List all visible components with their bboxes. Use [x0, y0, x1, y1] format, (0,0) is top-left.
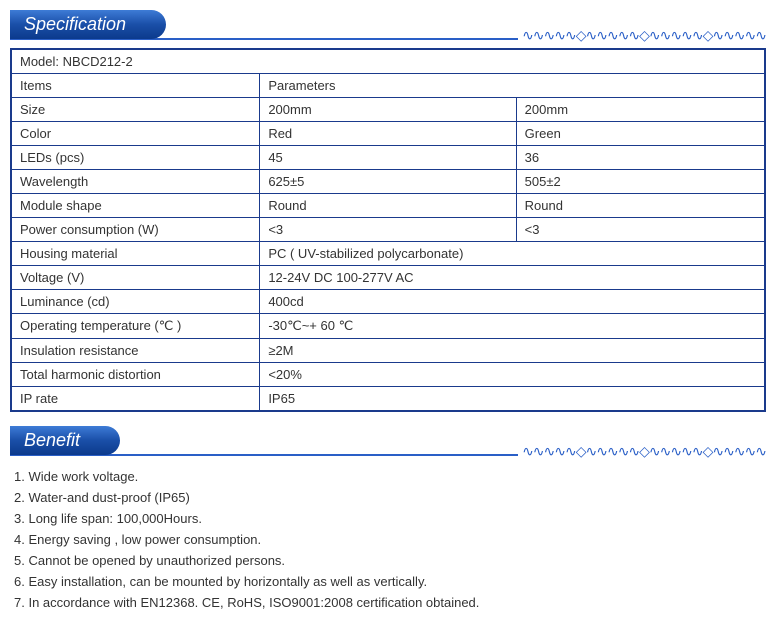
row-val: 200mm — [260, 98, 516, 122]
row-val: 36 — [516, 146, 765, 170]
table-row: Color Red Green — [11, 122, 765, 146]
spec-header: Specification ∿∿∿∿∿◇∿∿∿∿∿◇∿∿∿∿∿◇∿∿∿∿∿ — [10, 10, 766, 42]
row-val: 400cd — [260, 290, 765, 314]
table-row: Housing material PC ( UV-stabilized poly… — [11, 242, 765, 266]
row-label: Operating temperature (℃ ) — [11, 314, 260, 339]
list-item: Wide work voltage. — [14, 466, 766, 487]
list-item: Energy saving , low power consumption. — [14, 529, 766, 550]
row-label: IP rate — [11, 387, 260, 412]
row-label: Housing material — [11, 242, 260, 266]
table-row: Items Parameters — [11, 74, 765, 98]
row-val: Round — [260, 194, 516, 218]
row-val: 625±5 — [260, 170, 516, 194]
spec-title: Specification — [10, 10, 166, 39]
row-val: 45 — [260, 146, 516, 170]
model-cell: Model: NBCD212-2 — [11, 49, 765, 74]
spec-header-deco: ∿∿∿∿∿◇∿∿∿∿∿◇∿∿∿∿∿◇∿∿∿∿∿ — [518, 27, 766, 44]
row-val: Round — [516, 194, 765, 218]
row-label: Wavelength — [11, 170, 260, 194]
table-row: Module shape Round Round — [11, 194, 765, 218]
row-val: <3 — [516, 218, 765, 242]
table-row: Power consumption (W) <3 <3 — [11, 218, 765, 242]
row-label: Luminance (cd) — [11, 290, 260, 314]
table-row: LEDs (pcs) 45 36 — [11, 146, 765, 170]
benefit-title: Benefit — [10, 426, 120, 455]
row-val: IP65 — [260, 387, 765, 412]
table-row: Total harmonic distortion <20% — [11, 363, 765, 387]
row-label: Size — [11, 98, 260, 122]
table-row: Operating temperature (℃ ) -30℃~+ 60 ℃ — [11, 314, 765, 339]
row-label: Voltage (V) — [11, 266, 260, 290]
row-val: <3 — [260, 218, 516, 242]
row-val: 12-24V DC 100-277V AC — [260, 266, 765, 290]
list-item: Water-and dust-proof (IP65) — [14, 487, 766, 508]
benefit-list: Wide work voltage. Water-and dust-proof … — [14, 466, 766, 613]
table-row: Luminance (cd) 400cd — [11, 290, 765, 314]
table-row: Voltage (V) 12-24V DC 100-277V AC — [11, 266, 765, 290]
row-val: <20% — [260, 363, 765, 387]
table-row: IP rate IP65 — [11, 387, 765, 412]
row-val: PC ( UV-stabilized polycarbonate) — [260, 242, 765, 266]
list-item: In accordance with EN12368. CE, RoHS, IS… — [14, 592, 766, 613]
row-label: Power consumption (W) — [11, 218, 260, 242]
row-val: -30℃~+ 60 ℃ — [260, 314, 765, 339]
row-label: Total harmonic distortion — [11, 363, 260, 387]
list-item: Easy installation, can be mounted by hor… — [14, 571, 766, 592]
row-val: 200mm — [516, 98, 765, 122]
list-item: Long life span: 100,000Hours. — [14, 508, 766, 529]
table-row: Model: NBCD212-2 — [11, 49, 765, 74]
table-row: Wavelength 625±5 505±2 — [11, 170, 765, 194]
row-val: Red — [260, 122, 516, 146]
row-val: ≥2M — [260, 339, 765, 363]
table-row: Size 200mm 200mm — [11, 98, 765, 122]
header-items: Items — [11, 74, 260, 98]
row-label: Insulation resistance — [11, 339, 260, 363]
row-label: LEDs (pcs) — [11, 146, 260, 170]
table-row: Insulation resistance ≥2M — [11, 339, 765, 363]
row-val: 505±2 — [516, 170, 765, 194]
row-val: Green — [516, 122, 765, 146]
list-item: Cannot be opened by unauthorized persons… — [14, 550, 766, 571]
spec-table: Model: NBCD212-2 Items Parameters Size 2… — [10, 48, 766, 412]
header-params: Parameters — [260, 74, 765, 98]
row-label: Color — [11, 122, 260, 146]
benefit-header: Benefit ∿∿∿∿∿◇∿∿∿∿∿◇∿∿∿∿∿◇∿∿∿∿∿ — [10, 426, 766, 458]
row-label: Module shape — [11, 194, 260, 218]
benefit-header-deco: ∿∿∿∿∿◇∿∿∿∿∿◇∿∿∿∿∿◇∿∿∿∿∿ — [518, 443, 766, 460]
